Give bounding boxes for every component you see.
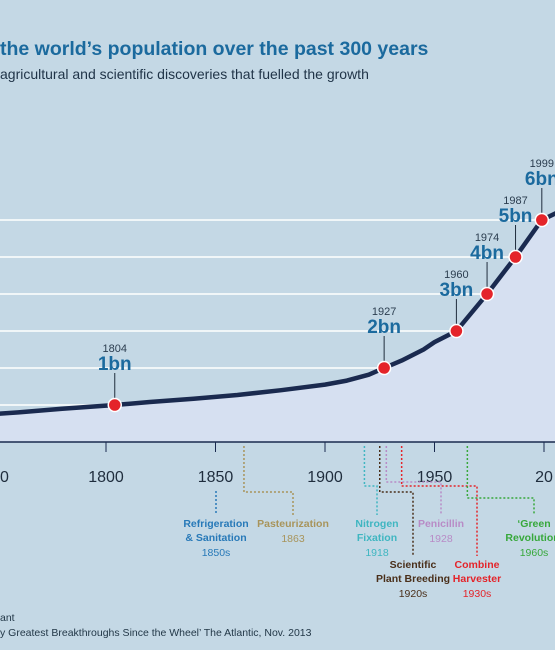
breakthrough-date-1: 1863 xyxy=(281,533,305,545)
breakthrough-date-5: 1930s xyxy=(463,588,492,600)
breakthrough-label-6-0: ‘Green xyxy=(517,518,550,530)
breakthrough-date-6: 1960s xyxy=(520,547,549,559)
milestone-marker-5bn xyxy=(508,249,523,265)
x-tick-label-1900: 1900 xyxy=(307,469,343,486)
breakthrough-date-2: 1918 xyxy=(365,547,389,559)
footer-source: y Greatest Breakthroughs Since the Wheel… xyxy=(0,627,312,639)
footer-credit: ant xyxy=(0,612,15,624)
chart-subtitle: agricultural and scientific discoveries … xyxy=(0,66,369,82)
milestone-year-1974: 1974 xyxy=(475,232,499,244)
milestone-year-1960: 1960 xyxy=(444,269,468,281)
breakthrough-label-1-0: Pasteurization xyxy=(257,518,329,530)
breakthrough-date-3: 1920s xyxy=(399,588,428,600)
milestone-label-3bn: 3bn xyxy=(440,280,474,301)
breakthrough-date-4: 1928 xyxy=(429,533,453,545)
milestone-label-6bn: 6bn xyxy=(525,169,555,190)
breakthrough-label-2-0: Nitrogen xyxy=(355,518,398,530)
breakthrough-label-5-1: Harvester xyxy=(453,573,501,585)
milestone-label-2bn: 2bn xyxy=(367,317,401,338)
milestone-marker-2bn xyxy=(376,360,392,376)
breakthrough-connector-2 xyxy=(363,446,378,515)
x-tick-label-1950: 1950 xyxy=(417,469,453,486)
breakthrough-connector-5 xyxy=(400,446,478,556)
population-curve xyxy=(0,211,555,416)
population-area xyxy=(0,213,555,442)
milestone-year-1927: 1927 xyxy=(372,306,396,318)
x-tick-label-2000: 20 xyxy=(535,469,553,486)
breakthrough-label-2-1: Fixation xyxy=(357,532,397,544)
milestone-label-1bn: 1bn xyxy=(98,354,132,375)
x-tick-label-1800: 1800 xyxy=(88,469,124,486)
breakthrough-label-0-1: & Sanitation xyxy=(185,532,246,544)
breakthrough-label-5-0: Combine xyxy=(455,559,500,571)
breakthrough-label-0-0: Refrigeration xyxy=(183,518,248,530)
breakthrough-date-0: 1850s xyxy=(202,547,231,559)
breakthrough-label-3-0: Scientific xyxy=(390,559,437,571)
milestone-marker-6bn xyxy=(534,212,550,228)
x-tick-label-1750: 0 xyxy=(0,469,9,486)
milestone-marker-3bn xyxy=(449,323,464,339)
breakthrough-label-4-0: Penicillin xyxy=(418,518,464,530)
breakthrough-label-6-1: Revolution’ xyxy=(505,532,555,544)
milestone-label-4bn: 4bn xyxy=(470,243,504,264)
milestone-marker-1bn xyxy=(107,397,123,413)
chart-title: the world’s population over the past 300… xyxy=(0,38,429,60)
breakthrough-connector-1 xyxy=(243,446,294,515)
breakthrough-connector-4 xyxy=(385,446,442,515)
milestone-year-1999: 1999 xyxy=(530,158,554,170)
milestone-label-5bn: 5bn xyxy=(499,206,533,227)
x-tick-label-1850: 1850 xyxy=(198,469,234,486)
milestone-marker-4bn xyxy=(479,286,495,302)
breakthrough-label-3-1: Plant Breeding xyxy=(376,573,450,585)
milestone-year-1987: 1987 xyxy=(503,195,527,207)
milestone-year-1804: 1804 xyxy=(103,343,127,355)
breakthrough-connector-6 xyxy=(466,446,535,515)
